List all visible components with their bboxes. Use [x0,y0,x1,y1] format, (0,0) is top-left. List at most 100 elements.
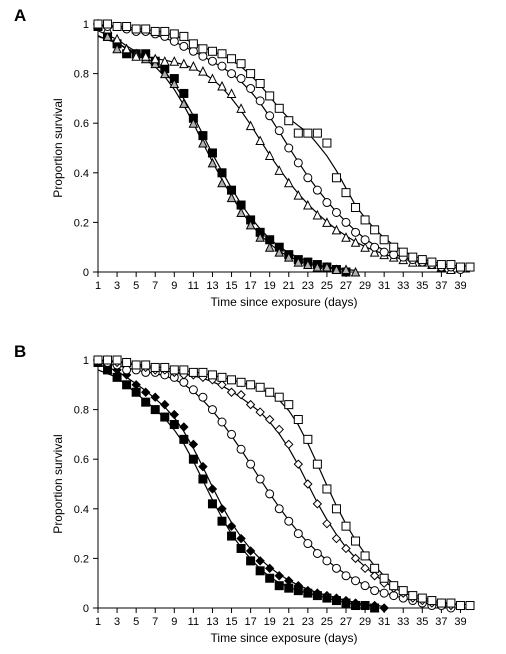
series-A5-point [352,204,360,212]
series-A5-point [275,104,283,112]
series-B5-point [218,373,226,381]
series-B2-point [380,604,388,612]
series-B3-point [275,505,283,513]
series-A5-point [313,129,321,137]
series-B5-point [256,383,264,391]
svg-text:35: 35 [416,280,428,292]
series-A3-point [208,75,216,83]
svg-text:13: 13 [206,616,218,628]
svg-text:27: 27 [340,280,352,292]
series-A5-point [418,256,426,264]
series-A5-point [237,60,245,68]
series-B1-point [151,406,159,414]
series-B2-point [247,547,255,555]
svg-text:0.4: 0.4 [74,168,89,180]
series-B4-point [332,535,340,543]
series-A4-point [228,70,236,78]
series-B5-point [237,378,245,386]
series-B3-point [208,406,216,414]
series-A3-point [294,191,302,199]
series-A4-point [247,84,255,92]
series-A4-point [323,199,331,207]
series-A3-point [123,45,131,53]
series-B5-point [247,381,255,389]
series-B2-curve [98,365,384,606]
series-A4-point [180,42,188,50]
series-B3-point [256,475,264,483]
series-A5-point [151,27,159,35]
series-A2-curve [98,36,356,270]
series-A3-curve [98,31,451,267]
svg-text:27: 27 [340,616,352,628]
svg-text:9: 9 [171,280,177,292]
svg-text:29: 29 [359,616,371,628]
panel-label-B: B [14,342,26,362]
svg-text:1: 1 [95,280,101,292]
series-A4-point [256,97,264,105]
series-A5-point [104,20,112,28]
series-A4-point [218,62,226,70]
series-A3-point [256,137,264,145]
series-A5-point [189,40,197,48]
series-B1-point [218,517,226,525]
series-A5-point [228,55,236,63]
svg-text:11: 11 [188,616,199,628]
series-B3-point [285,517,293,525]
panel-label-A: A [14,6,26,26]
chart-panel-B: 00.20.40.60.8113579111315171921232527293… [46,348,486,648]
series-A5-point [94,20,102,28]
svg-text:1: 1 [95,616,101,628]
series-B1-point [266,574,274,582]
svg-text:17: 17 [244,616,256,628]
series-A2-point [266,243,274,251]
svg-text:31: 31 [378,616,390,628]
series-A5-point [142,25,150,33]
svg-text:37: 37 [435,280,447,292]
series-A3-point [189,62,197,70]
series-B5-point [390,582,398,590]
series-A4-point [237,75,245,83]
series-A5-point [466,263,474,271]
svg-text:35: 35 [416,616,428,628]
svg-text:Time since exposure (days): Time since exposure (days) [211,295,358,309]
series-B1-point [161,413,169,421]
svg-text:1: 1 [83,355,89,367]
series-A4-point [352,228,360,236]
series-A4-point [361,236,369,244]
series-B3-point [266,490,274,498]
series-B2-point [189,440,197,448]
series-A5-point [304,129,312,137]
series-B5-point [313,460,321,468]
series-A5-point [285,117,293,125]
series-B1-point [199,475,207,483]
series-A2-point [228,194,236,202]
series-B2-point [161,401,169,409]
svg-text:21: 21 [283,616,295,628]
series-B5-point [447,599,455,607]
series-A4-point [332,208,340,216]
series-B3-point [313,549,321,557]
svg-text:Proportion survival: Proportion survival [51,434,65,533]
series-B5-point [170,366,178,374]
series-B1-point [189,455,197,463]
series-B1-point [142,398,150,406]
series-A5-point [323,139,331,147]
series-B5-point [399,587,407,595]
series-B4-point [266,416,274,424]
series-A5-point [409,253,417,261]
series-B5-point [428,597,436,605]
series-B1-point [275,582,283,590]
svg-text:17: 17 [244,280,256,292]
svg-text:0.4: 0.4 [74,504,89,516]
svg-text:25: 25 [321,616,333,628]
series-B3-point [361,582,369,590]
svg-text:15: 15 [225,280,237,292]
series-A5-point [342,189,350,197]
series-B5-point [371,564,379,572]
svg-text:33: 33 [397,280,409,292]
series-B5-point [304,435,312,443]
series-B3-point [323,557,331,565]
series-B3-point [237,445,245,453]
series-A3-point [304,201,312,209]
series-B1-point [228,532,236,540]
